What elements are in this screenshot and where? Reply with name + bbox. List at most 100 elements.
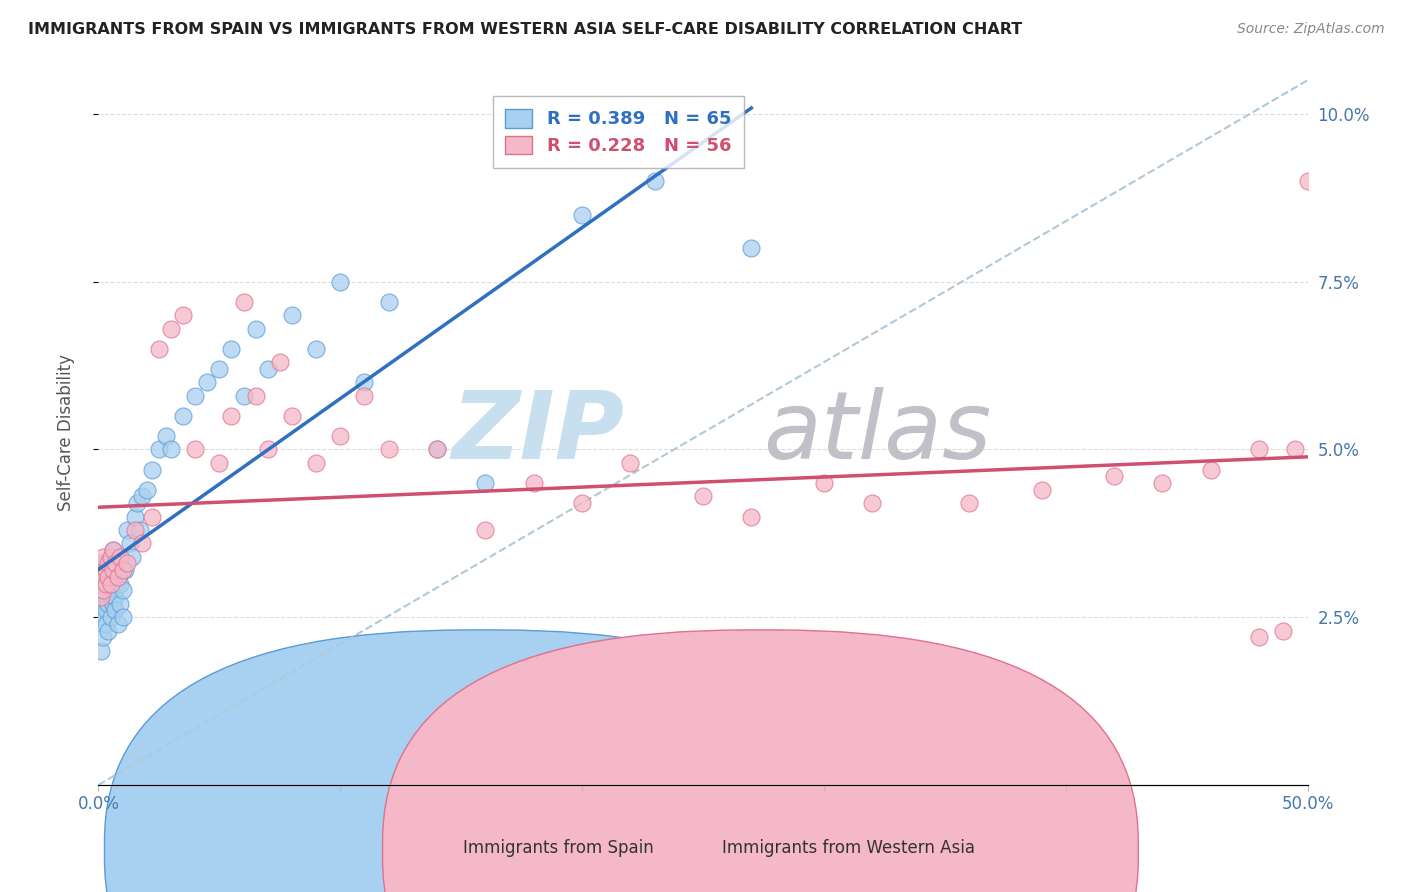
Point [269,355,291,369]
Point [111,610,134,624]
Point [208,362,231,376]
Point [281,308,304,322]
Point [101,583,124,598]
Point [90,590,112,604]
Point [94,563,117,577]
Point [97,624,120,638]
Point [160,442,183,457]
Point [1284,442,1306,457]
Point [305,456,328,470]
Point [107,616,129,631]
Point [305,342,328,356]
FancyBboxPatch shape [104,630,860,892]
Point [172,409,194,423]
Point [94,576,117,591]
Point [523,475,546,490]
Point [91,570,114,584]
Point [619,456,641,470]
Point [160,321,183,335]
Point [100,549,122,564]
Point [94,576,117,591]
Point [1031,483,1053,497]
Point [148,342,170,356]
Point [128,523,150,537]
Point [148,442,170,457]
Point [353,389,375,403]
Point [195,376,218,390]
Point [100,576,122,591]
Point [91,583,114,598]
Point [426,442,449,457]
Legend: R = 0.389   N = 65, R = 0.228   N = 56: R = 0.389 N = 65, R = 0.228 N = 56 [492,96,744,168]
Point [107,570,129,584]
Point [184,442,207,457]
Point [232,294,254,309]
Point [100,563,122,577]
Point [100,576,122,591]
Point [114,563,136,577]
Point [135,483,157,497]
Point [91,630,114,644]
Point [124,509,146,524]
Point [97,570,120,584]
Point [256,362,278,376]
Point [1296,174,1319,188]
Point [117,557,139,571]
Point [101,597,124,611]
Point [377,294,399,309]
Point [155,429,177,443]
Point [101,543,124,558]
Point [91,597,114,611]
Point [107,570,129,584]
Point [245,389,267,403]
Point [1272,624,1295,638]
Point [329,429,352,443]
Point [94,603,117,617]
Point [90,563,112,577]
Point [957,496,980,510]
Point [111,563,134,577]
Point [172,308,194,322]
Point [474,523,496,537]
Point [1102,469,1125,483]
Point [100,610,122,624]
Text: IMMIGRANTS FROM SPAIN VS IMMIGRANTS FROM WESTERN ASIA SELF-CARE DISABILITY CORRE: IMMIGRANTS FROM SPAIN VS IMMIGRANTS FROM… [28,22,1022,37]
Point [377,442,399,457]
Point [221,409,243,423]
Point [104,603,127,617]
Point [644,174,666,188]
Point [97,583,120,598]
Point [221,342,243,356]
Text: ZIP: ZIP [451,386,624,479]
Point [245,321,267,335]
Point [100,590,122,604]
Point [232,389,254,403]
Point [91,570,114,584]
Point [91,549,114,564]
Point [127,496,149,510]
Point [813,475,835,490]
Point [121,549,143,564]
Text: Source: ZipAtlas.com: Source: ZipAtlas.com [1237,22,1385,37]
Point [692,489,714,503]
Point [141,462,163,476]
Point [329,275,352,289]
Point [91,583,114,598]
Point [108,597,131,611]
Point [90,644,112,658]
Point [94,557,117,571]
Point [208,456,231,470]
Point [571,496,593,510]
Text: Immigrants from Western Asia: Immigrants from Western Asia [721,839,974,857]
Point [426,442,449,457]
Point [94,590,117,604]
Point [90,557,112,571]
Point [97,570,120,584]
Point [1152,475,1174,490]
Point [474,475,496,490]
Point [91,610,114,624]
Point [131,489,153,503]
Point [104,576,127,591]
Point [860,496,883,510]
Point [1249,442,1271,457]
